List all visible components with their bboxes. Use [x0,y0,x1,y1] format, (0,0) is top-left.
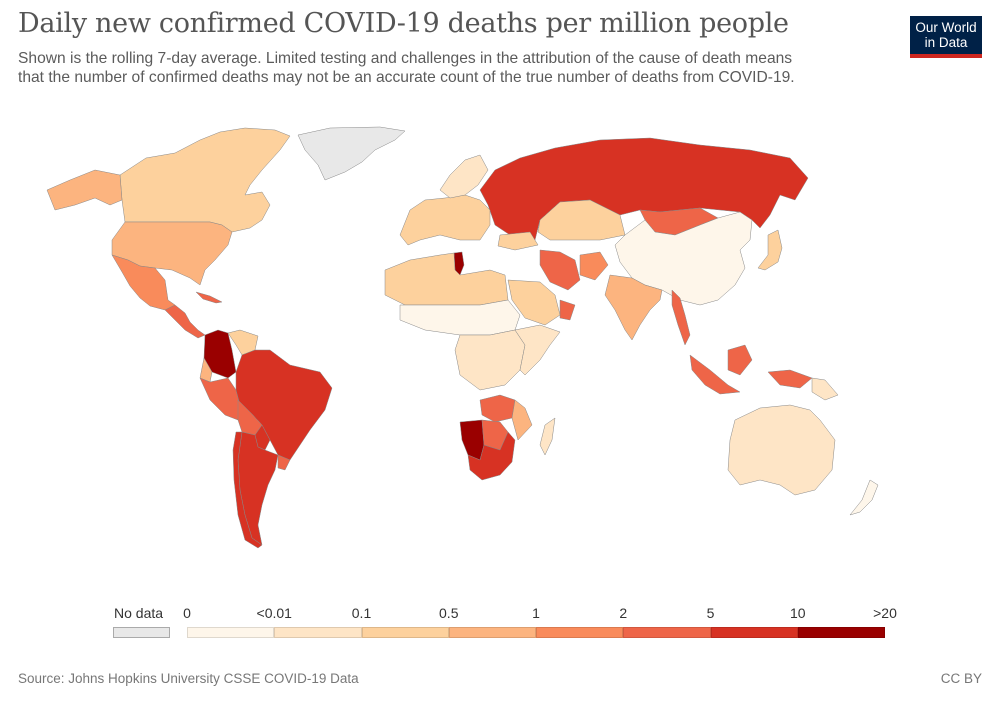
world-map [46,126,879,549]
country-afghanistan[interactable] [579,251,609,281]
country-central-america[interactable] [164,304,206,339]
country-saudi-arabia[interactable] [507,279,561,326]
country-australia[interactable] [727,404,836,496]
legend-threshold-label: 1 [532,605,540,621]
chart-title: Daily new confirmed COVID-19 deaths per … [18,8,789,39]
country-zambia[interactable] [479,394,516,423]
country-greenland[interactable] [297,126,406,181]
legend-threshold-label: 0.5 [439,605,459,621]
country-sahel[interactable] [399,299,521,336]
legend-bin[interactable] [448,627,536,638]
chart-subtitle: Shown is the rolling 7-day average. Limi… [18,49,898,87]
country-japan[interactable] [757,229,783,271]
country-mozambique[interactable] [511,399,533,441]
legend-threshold-label: <0.01 [256,605,292,621]
logo-accent-bar [910,54,982,58]
country-turkey[interactable] [497,231,539,251]
country-central-africa[interactable] [454,329,526,391]
logo-line-1: Our World [915,20,977,35]
country-kazakhstan[interactable] [537,199,626,241]
legend-threshold-label: >20 [873,605,897,621]
source-note[interactable]: Source: Johns Hopkins University CSSE CO… [18,671,359,686]
country-cuba[interactable] [195,291,223,304]
country-alaska-usa[interactable] [46,169,123,211]
country-namibia[interactable] [459,419,485,461]
country-indonesia[interactable] [689,344,813,395]
country-east-africa[interactable] [514,324,561,376]
legend-bin[interactable] [536,627,624,638]
country-chile[interactable] [232,431,263,549]
legend-bin[interactable] [361,627,449,638]
legend-bin[interactable] [710,627,798,638]
country-north-africa[interactable] [384,252,509,306]
country-india[interactable] [604,274,663,341]
legend-no-data-swatch[interactable] [113,627,170,638]
country-peru[interactable] [199,377,241,421]
license-link[interactable]: CC BY [940,671,982,686]
legend-threshold-label: 5 [706,605,715,621]
legend-threshold-label: 0.1 [351,605,372,621]
legend-bin[interactable] [797,627,885,638]
legend-bin[interactable] [274,627,362,638]
country-uruguay[interactable] [277,454,291,471]
country-western-europe[interactable] [399,194,491,246]
country-iran[interactable] [539,249,581,291]
legend-threshold-label: 0 [183,605,191,621]
legend-threshold-label: 2 [619,605,628,621]
country-papua-new-guinea[interactable] [811,377,839,401]
subtitle-line-2: that the number of confirmed deaths may … [18,69,795,86]
legend-threshold-label: 10 [789,605,806,621]
country-new-zealand[interactable] [849,479,879,516]
country-south-africa[interactable] [467,431,516,481]
owid-logo[interactable]: Our World in Data [910,16,982,58]
legend-bin[interactable] [623,627,711,638]
country-oman[interactable] [559,299,576,321]
legend-no-data-label: No data [114,605,164,621]
legend-bin[interactable] [187,627,275,638]
country-myanmar[interactable] [671,289,691,346]
country-canada[interactable] [119,127,291,233]
logo-line-2: in Data [924,35,968,50]
country-scandinavia[interactable] [439,154,489,199]
country-madagascar[interactable] [539,417,556,456]
subtitle-line-1: Shown is the rolling 7-day average. Limi… [18,50,793,67]
